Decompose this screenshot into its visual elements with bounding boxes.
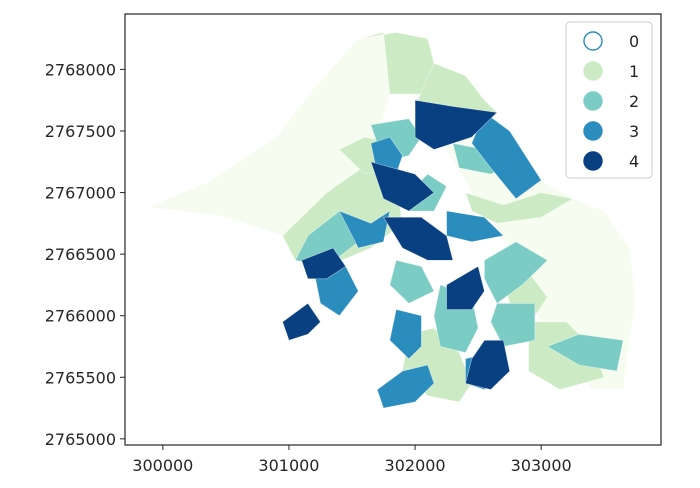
region-class-4: [301, 247, 347, 280]
region-class-4: [282, 302, 321, 341]
y-tick-label: 2766500: [45, 245, 116, 264]
legend-label: 0: [629, 32, 639, 51]
y-tick-label: 2767500: [45, 122, 116, 141]
region-class-1: [465, 192, 574, 224]
region-class-2: [490, 303, 536, 347]
region-class-2: [389, 259, 435, 304]
region-class-4: [465, 339, 511, 390]
y-tick-label: 2765500: [45, 368, 116, 387]
y-tick-label: 2767000: [45, 184, 116, 203]
legend: 0 1 2 3 4: [565, 21, 653, 179]
region-class-3: [376, 364, 435, 409]
axes-frame: [124, 13, 662, 446]
region-class-2: [484, 241, 548, 304]
legend-marker: [583, 31, 603, 51]
legend-marker: [583, 121, 603, 141]
legend-label: 4: [629, 152, 639, 171]
x-tick-label: 301000: [258, 456, 319, 475]
region-class-3: [471, 112, 542, 200]
legend-label: 2: [629, 92, 639, 111]
region-class-3: [446, 210, 505, 243]
legend-marker: [583, 151, 603, 171]
region-class-3: [338, 210, 391, 249]
y-axis: 2765000 2765500 2766000 2766500 2767000 27675…: [45, 60, 125, 449]
region-class-4: [370, 161, 435, 212]
x-axis: 300000 301000 302000 303000: [132, 445, 572, 475]
y-tick-label: 2765000: [45, 430, 116, 449]
legend-label: 3: [629, 122, 639, 141]
region-class-4: [414, 99, 498, 150]
y-tick-label: 2768000: [45, 60, 116, 79]
x-tick-label: 303000: [511, 456, 572, 475]
legend-box: [565, 21, 653, 179]
legend-label: 1: [629, 62, 639, 81]
region-class-4: [382, 216, 454, 261]
x-tick-label: 300000: [132, 456, 193, 475]
region-class-4: [446, 265, 485, 310]
x-tick-label: 302000: [385, 456, 446, 475]
map-regions: [147, 31, 637, 409]
y-tick-label: 2766000: [45, 307, 116, 326]
legend-marker: [583, 61, 603, 81]
legend-marker: [583, 91, 603, 111]
region-class-3: [389, 309, 422, 360]
region-class-2: [546, 333, 624, 372]
